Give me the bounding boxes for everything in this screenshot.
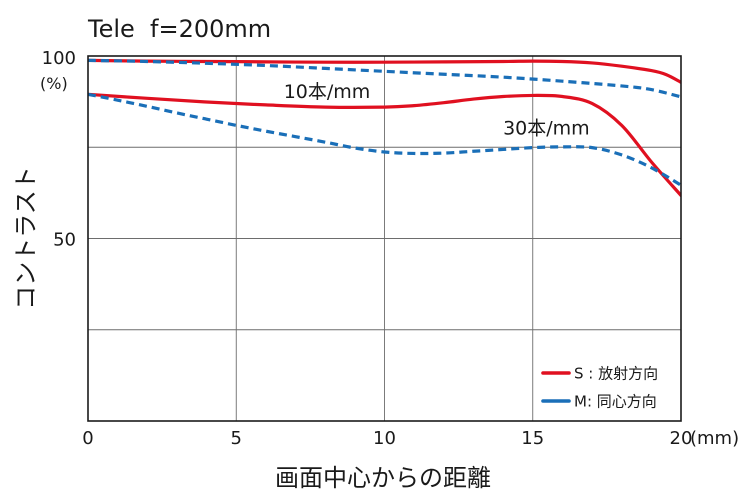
x-tick-label-10: 10 bbox=[373, 428, 396, 449]
grid-layer bbox=[88, 56, 681, 421]
x-tick-label-15: 15 bbox=[521, 428, 544, 449]
series-line-s-30 bbox=[88, 92, 681, 198]
x-tick-label-5: 5 bbox=[231, 428, 242, 449]
text-layer: Tele f=200mm (%) (mm) 画面中心からの距離 コントラスト bbox=[12, 15, 739, 492]
plot-frame bbox=[87, 55, 682, 422]
frame-layer bbox=[87, 55, 682, 422]
y-axis-label: コントラスト bbox=[12, 166, 40, 310]
series-line-m-10 bbox=[88, 58, 681, 99]
series-layer bbox=[88, 58, 681, 198]
x-tick-label-0: 0 bbox=[82, 428, 93, 449]
x-tick-label-20: 20 bbox=[670, 428, 693, 449]
x-axis-label: 画面中心からの距離 bbox=[275, 464, 491, 492]
y-tick-label-100: 100 bbox=[42, 48, 76, 69]
y-tick-label-50: 50 bbox=[53, 230, 76, 251]
annotation-30-lp-mm: 30本/mm bbox=[503, 117, 590, 139]
y-unit-label: (%) bbox=[40, 74, 68, 93]
x-unit-label: (mm) bbox=[690, 428, 739, 449]
series-line-s-10 bbox=[88, 58, 681, 84]
tick-label-layer: 0 5 10 15 20 50 100 bbox=[42, 48, 693, 449]
legend-label-s: S : 放射方向 bbox=[574, 365, 658, 383]
series-line-m-30 bbox=[88, 92, 681, 187]
legend-label-m: M: 同心方向 bbox=[574, 393, 657, 411]
annotation-10-lp-mm: 10本/mm bbox=[284, 81, 371, 103]
chart-title: Tele f=200mm bbox=[87, 15, 271, 43]
annotation-layer: 10本/mm 30本/mm bbox=[284, 81, 590, 140]
legend: S : 放射方向 M: 同心方向 bbox=[541, 365, 658, 411]
